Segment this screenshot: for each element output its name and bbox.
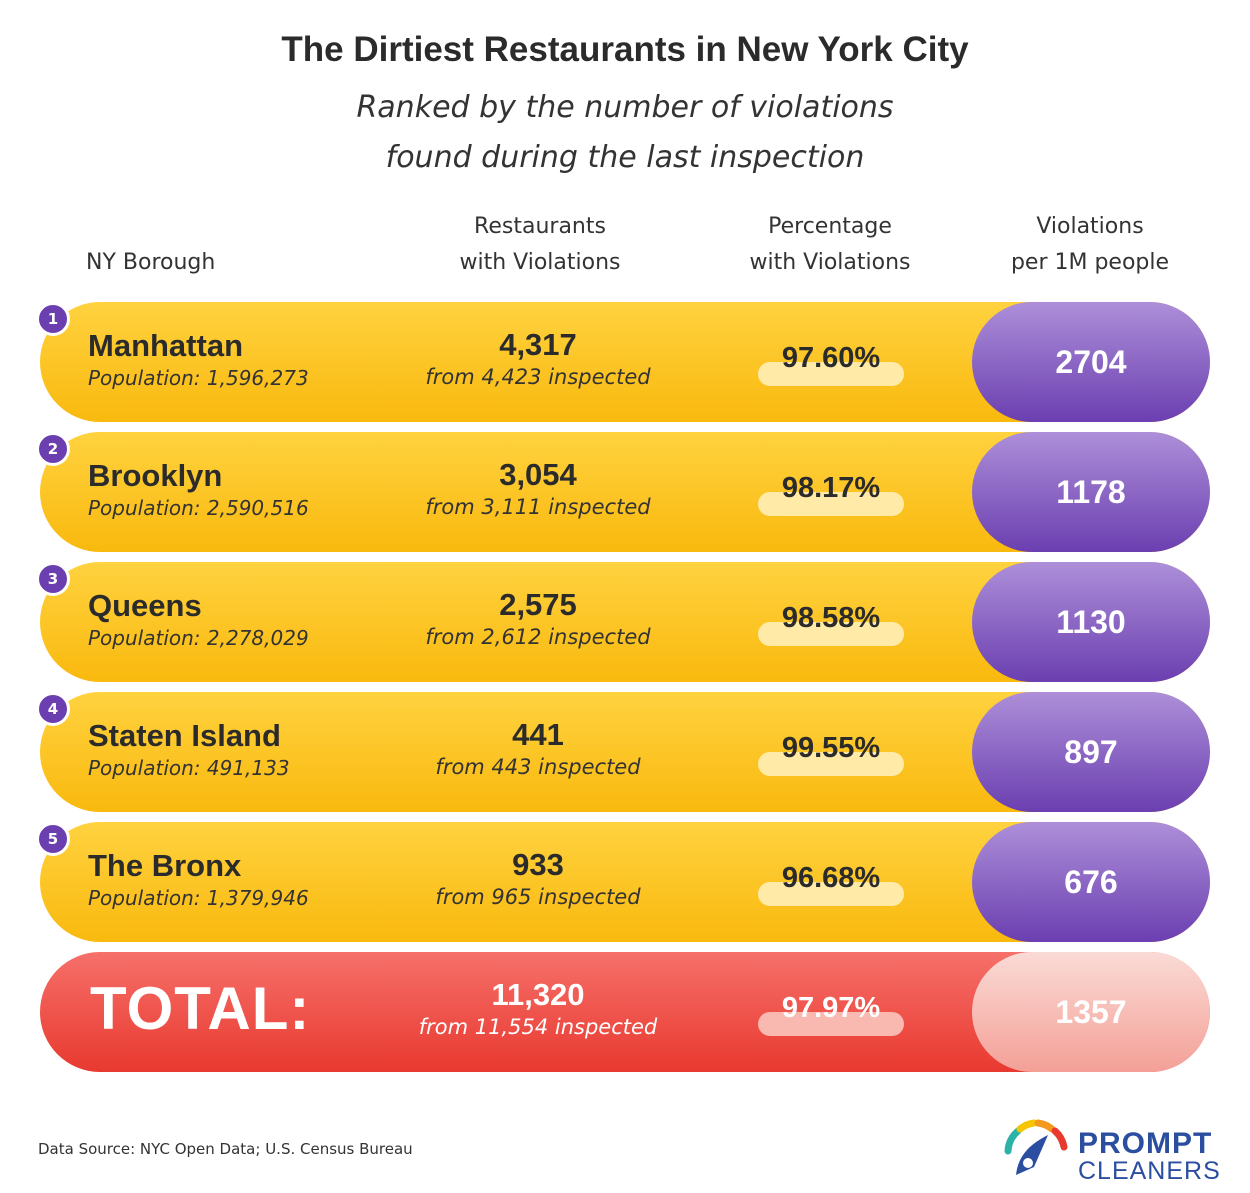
borough-population: Population: 1,596,273 [88, 366, 309, 390]
percentage-value: 99.55% [781, 732, 881, 764]
restaurants-count: 441 [512, 717, 564, 752]
borough-name: Staten Island [88, 718, 281, 753]
restaurants-count: 3,054 [499, 457, 577, 492]
table-row: 1 Manhattan Population: 1,596,273 4,317 … [36, 302, 1210, 422]
borough-population: Population: 2,590,516 [88, 496, 309, 520]
borough-name: Brooklyn [88, 458, 223, 493]
rank-badge: 3 [36, 562, 70, 596]
table-row: 5 The Bronx Population: 1,379,946 933 fr… [36, 822, 1210, 942]
total-violations-pill: 1357 [972, 952, 1210, 1072]
percentage-value: 98.17% [781, 472, 881, 504]
borough-name: The Bronx [88, 848, 242, 883]
violations-pill: 2704 [972, 302, 1210, 422]
percentage-value: 97.60% [781, 342, 881, 374]
percentage-highlight [758, 492, 904, 516]
percentage-value: 96.68% [781, 862, 881, 894]
violations-pill: 676 [972, 822, 1210, 942]
percentage-highlight [758, 752, 904, 776]
total-label: TOTAL: [90, 975, 311, 1042]
table-row: 2 Brooklyn Population: 2,590,516 3,054 f… [36, 432, 1210, 552]
header-restaurants: Restaurants with Violations [459, 214, 621, 275]
inspected-count: from 2,612 inspected [425, 625, 651, 649]
header-violations: Violations per 1M people [1010, 214, 1170, 275]
violations-pill: 897 [972, 692, 1210, 812]
restaurants-count: 2,575 [499, 587, 577, 622]
table-row: 3 Queens Population: 2,278,029 2,575 fro… [36, 562, 1210, 682]
violations-pill: 1178 [972, 432, 1210, 552]
total-percentage-value: 97.97% [781, 992, 881, 1024]
header-borough: NY Borough [86, 250, 216, 275]
borough-population: Population: 2,278,029 [88, 626, 309, 650]
rank-badge: 5 [36, 822, 70, 856]
rank-badge: 2 [36, 432, 70, 466]
borough-population: Population: 491,133 [88, 756, 290, 780]
borough-name: Queens [88, 588, 202, 623]
total-inspected-count: from 11,554 inspected [418, 1015, 658, 1039]
gauge-icon [1004, 1119, 1068, 1175]
rank-badge: 1 [36, 302, 70, 336]
inspected-count: from 4,423 inspected [425, 365, 651, 389]
logo-text-cleaners: CLEANERS [1078, 1157, 1221, 1185]
percentage-value: 98.58% [781, 602, 881, 634]
inspected-count: from 965 inspected [435, 885, 641, 909]
percentage-highlight [758, 362, 904, 386]
restaurants-count: 933 [512, 847, 564, 882]
page-subtitle: Ranked by the number of violations found… [356, 90, 894, 175]
table-row: 4 Staten Island Population: 491,133 441 … [36, 692, 1210, 812]
total-restaurants-count: 11,320 [491, 977, 585, 1012]
header-percentage: Percentage with Violations [749, 214, 911, 275]
rank-badge: 4 [36, 692, 70, 726]
percentage-highlight [758, 622, 904, 646]
percentage-highlight [758, 882, 904, 906]
restaurants-count: 4,317 [499, 327, 577, 362]
logo-text-prompt: PROMPT [1078, 1127, 1213, 1160]
violations-pill: 1130 [972, 562, 1210, 682]
inspected-count: from 3,111 inspected [425, 495, 651, 519]
inspected-count: from 443 inspected [435, 755, 641, 779]
borough-name: Manhattan [88, 328, 243, 363]
percentage-highlight [758, 1012, 904, 1036]
page-title: The Dirtiest Restaurants in New York Cit… [281, 30, 969, 69]
borough-population: Population: 1,379,946 [88, 886, 309, 910]
data-source: Data Source: NYC Open Data; U.S. Census … [38, 1140, 413, 1158]
brand-logo: PROMPT CLEANERS [998, 1117, 1220, 1185]
total-row: TOTAL: 11,320 from 11,554 inspected 97.9… [40, 952, 1210, 1072]
